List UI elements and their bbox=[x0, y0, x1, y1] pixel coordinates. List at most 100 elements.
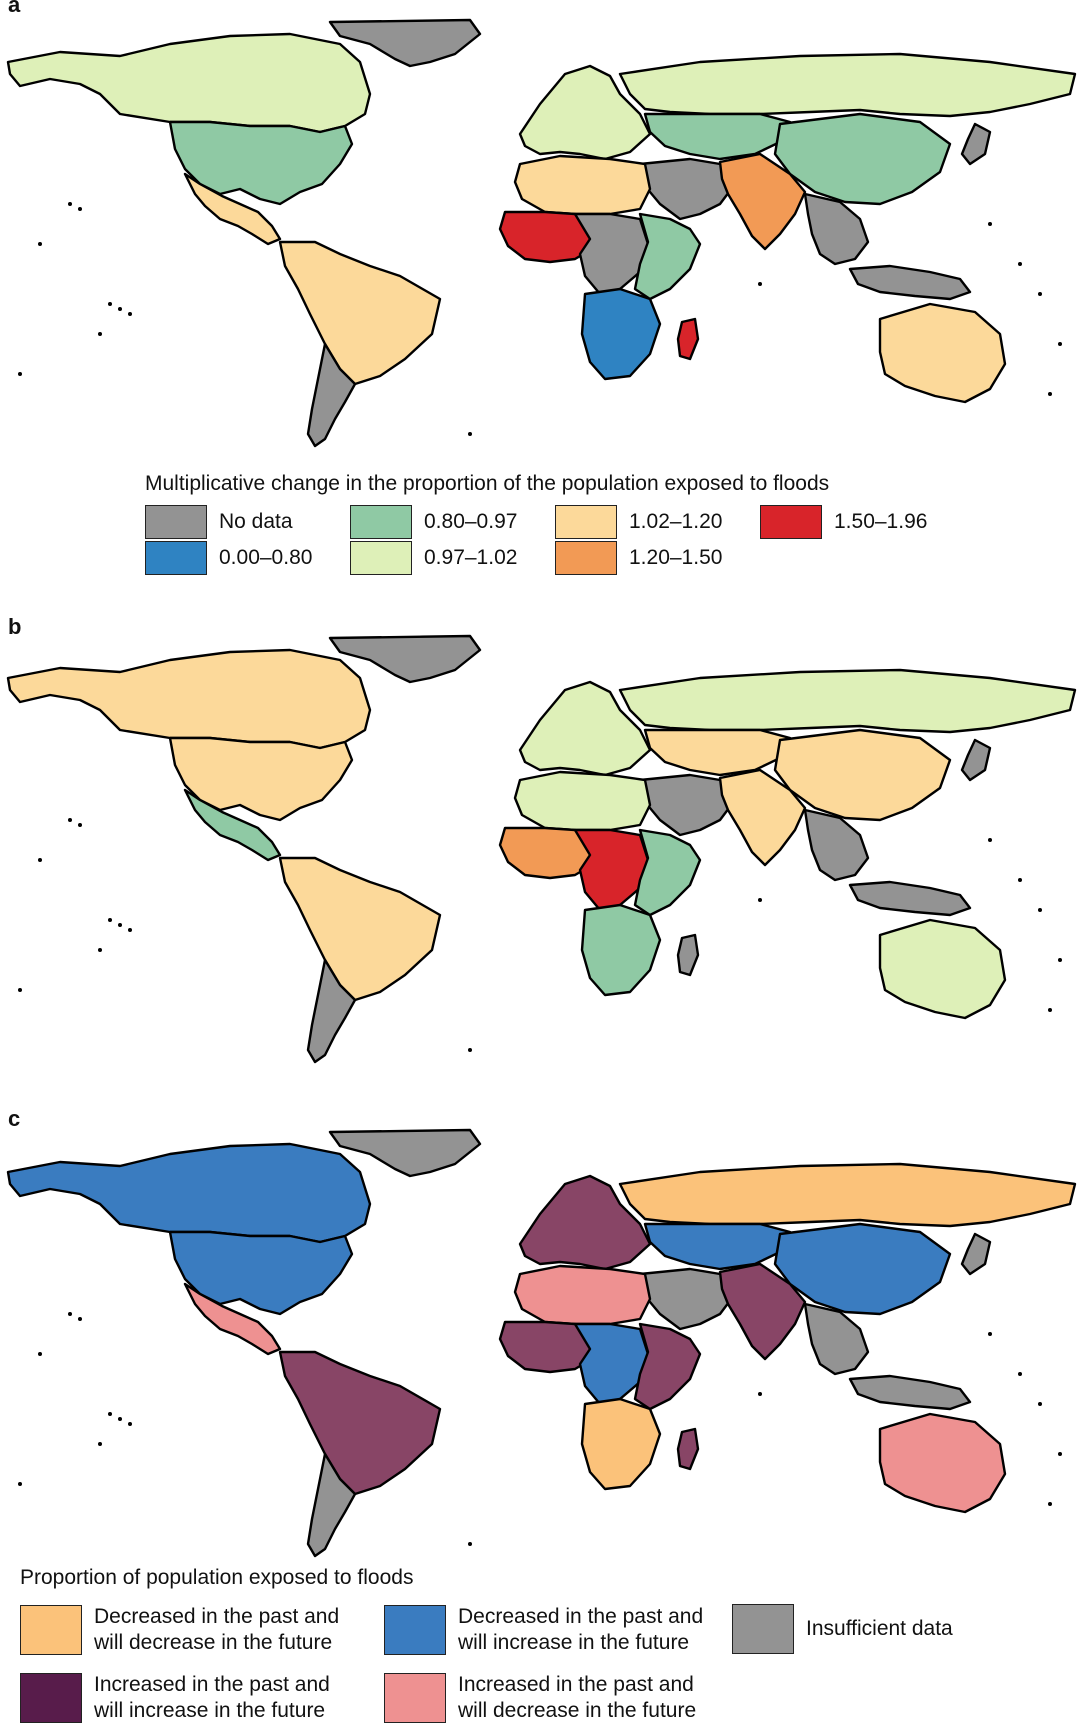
region-russia bbox=[618, 1162, 1077, 1228]
region-south-asia bbox=[718, 1262, 807, 1361]
region-southern-cone bbox=[306, 1452, 357, 1558]
legend-item-no-data: No data bbox=[145, 505, 293, 539]
legend-label: Increased in the past and will increase … bbox=[94, 1673, 330, 1722]
region-southeast-asia bbox=[848, 264, 972, 301]
legend-item-insufficient-data: Insufficient data bbox=[732, 1604, 953, 1654]
legend-swatch bbox=[20, 1673, 82, 1723]
region-west-africa bbox=[498, 1320, 594, 1374]
region-russia bbox=[618, 668, 1077, 734]
legend-label: 1.20–1.50 bbox=[629, 546, 723, 569]
region-west-africa bbox=[498, 210, 594, 264]
region-south-america bbox=[278, 856, 442, 1002]
region-central-america bbox=[183, 788, 282, 862]
region-southeast-asia bbox=[803, 808, 870, 882]
region-greenland bbox=[328, 18, 482, 68]
legend-label: 0.00–0.80 bbox=[219, 546, 313, 569]
legend-c-title: Proportion of population exposed to floo… bbox=[20, 1566, 414, 1589]
legend-ab-title: Multiplicative change in the proportion … bbox=[145, 472, 830, 495]
region-southern-africa bbox=[580, 903, 662, 997]
region-south-america bbox=[278, 240, 442, 386]
region-russia bbox=[618, 52, 1077, 118]
region-australia bbox=[878, 918, 1007, 1020]
legend-swatch bbox=[555, 541, 617, 575]
legend-item-increased-increase: Increased in the past and will increase … bbox=[20, 1672, 330, 1724]
region-north-africa bbox=[513, 154, 652, 216]
region-south-asia bbox=[718, 152, 807, 251]
region-china bbox=[773, 112, 952, 206]
region-central-america bbox=[183, 1282, 282, 1356]
panel-letter-a: a bbox=[8, 0, 21, 17]
region-middle-east bbox=[638, 1267, 737, 1331]
legend-swatch bbox=[20, 1605, 82, 1655]
region-japan bbox=[960, 1232, 992, 1276]
region-southern-cone bbox=[306, 342, 357, 448]
legend-item-increased-decrease: Increased in the past and will decrease … bbox=[384, 1672, 696, 1724]
legend-swatch bbox=[145, 541, 207, 575]
legend-swatch bbox=[760, 505, 822, 539]
legend-item-1-20-1-50: 1.20–1.50 bbox=[555, 541, 722, 575]
legend-swatch bbox=[384, 1673, 446, 1723]
legend-label: Decreased in the past and will increase … bbox=[458, 1605, 704, 1654]
region-alaska-canada bbox=[6, 648, 372, 750]
legend-item-0-00-0-80: 0.00–0.80 bbox=[145, 541, 312, 575]
region-east-africa bbox=[633, 212, 702, 301]
legend-item-1-50-1-96: 1.50–1.96 bbox=[760, 505, 927, 539]
legend-swatch bbox=[732, 1604, 794, 1654]
legend-item-decreased-decrease: Decreased in the past and will decrease … bbox=[20, 1604, 339, 1656]
region-middle-east bbox=[638, 157, 737, 221]
region-alaska-canada bbox=[6, 1142, 372, 1244]
region-central-asia bbox=[643, 728, 792, 777]
legend-item-decreased-increase: Decreased in the past and will increase … bbox=[384, 1604, 703, 1656]
region-madagascar bbox=[676, 1427, 700, 1471]
legend-label: No data bbox=[219, 510, 293, 533]
region-southern-africa bbox=[580, 1397, 662, 1491]
region-central-asia bbox=[643, 112, 792, 161]
legend-label: 0.97–1.02 bbox=[424, 546, 518, 569]
region-europe bbox=[518, 680, 652, 777]
region-southeast-asia bbox=[803, 1302, 870, 1376]
legend-label: 0.80–0.97 bbox=[424, 510, 518, 533]
region-greenland bbox=[328, 1128, 482, 1178]
region-greenland bbox=[328, 634, 482, 684]
region-madagascar bbox=[676, 933, 700, 977]
region-central-america bbox=[183, 172, 282, 246]
region-southeast-asia bbox=[848, 1374, 972, 1411]
legend-label: Decreased in the past and will decrease … bbox=[94, 1605, 340, 1654]
region-europe bbox=[518, 64, 652, 161]
region-southern-cone bbox=[306, 958, 357, 1064]
legend-swatch bbox=[350, 505, 412, 539]
region-japan bbox=[960, 738, 992, 782]
region-australia bbox=[878, 302, 1007, 404]
region-europe bbox=[518, 1174, 652, 1271]
region-east-africa bbox=[633, 1322, 702, 1411]
legend-swatch bbox=[384, 1605, 446, 1655]
region-southeast-asia bbox=[848, 880, 972, 917]
world-map-a bbox=[0, 14, 1080, 454]
region-china bbox=[773, 1222, 952, 1316]
region-middle-east bbox=[638, 773, 737, 837]
legend-item-0-97-1-02: 0.97–1.02 bbox=[350, 541, 517, 575]
region-alaska-canada bbox=[6, 32, 372, 134]
region-south-america bbox=[278, 1350, 442, 1496]
world-map-c bbox=[0, 1124, 1080, 1564]
region-south-asia bbox=[718, 768, 807, 867]
world-map-b bbox=[0, 630, 1080, 1070]
legend-swatch bbox=[145, 505, 207, 539]
region-north-africa bbox=[513, 770, 652, 832]
region-southern-africa bbox=[580, 287, 662, 381]
region-china bbox=[773, 728, 952, 822]
panel-letter-b: b bbox=[8, 614, 22, 639]
legend-swatch bbox=[555, 505, 617, 539]
region-southeast-asia bbox=[803, 192, 870, 266]
legend-label: Increased in the past and will decrease … bbox=[458, 1673, 697, 1722]
region-central-asia bbox=[643, 1222, 792, 1271]
legend-swatch bbox=[350, 541, 412, 575]
region-north-africa bbox=[513, 1264, 652, 1326]
legend-label: 1.02–1.20 bbox=[629, 510, 723, 533]
region-madagascar bbox=[676, 317, 700, 361]
region-east-africa bbox=[633, 828, 702, 917]
legend-item-1-02-1-20: 1.02–1.20 bbox=[555, 505, 722, 539]
legend-label: 1.50–1.96 bbox=[834, 510, 928, 533]
legend-item-0-80-0-97: 0.80–0.97 bbox=[350, 505, 517, 539]
region-australia bbox=[878, 1412, 1007, 1514]
